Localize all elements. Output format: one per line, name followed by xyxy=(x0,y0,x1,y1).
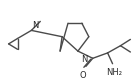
Text: N: N xyxy=(81,55,87,64)
Text: O: O xyxy=(80,71,86,80)
Text: NH₂: NH₂ xyxy=(107,68,123,77)
Text: N: N xyxy=(32,20,39,29)
